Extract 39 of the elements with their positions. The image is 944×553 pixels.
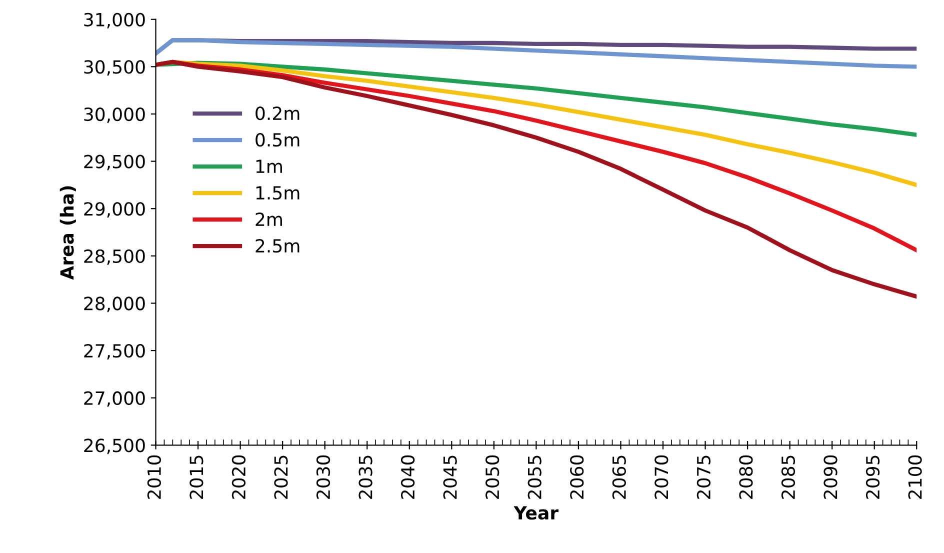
x-tick-label: 2015 — [190, 456, 204, 499]
x-tick-label: 2055 — [528, 456, 542, 499]
x-tick-label: 2025 — [274, 456, 288, 499]
y-tick-label: 28,500 — [84, 249, 145, 265]
x-tick-label: 2095 — [866, 456, 880, 499]
x-tick-label: 2065 — [612, 456, 626, 499]
y-tick-label: 27,500 — [84, 344, 145, 360]
y-tick-label: 28,000 — [84, 296, 145, 312]
x-tick-label: 2020 — [232, 455, 246, 499]
x-tick-label: 2045 — [443, 456, 457, 499]
x-axis-title: Year — [514, 506, 559, 520]
legend-label: 1.5m — [256, 186, 300, 200]
y-tick-label: 26,500 — [84, 438, 145, 454]
x-tick-label: 2070 — [654, 455, 668, 499]
y-axis-title: Area (ha) — [60, 186, 76, 280]
x-tick-label: 2035 — [358, 456, 372, 499]
legend-label: 2.5m — [256, 239, 300, 253]
legend-label: 1m — [256, 160, 282, 173]
y-tick-label: 30,500 — [84, 60, 145, 76]
line-series — [156, 38, 917, 69]
x-tick-label: 2090 — [824, 455, 838, 499]
y-tick-label: 29,000 — [84, 202, 145, 218]
x-tick-label: 2080 — [739, 455, 753, 499]
x-tick-label: 2075 — [696, 456, 711, 499]
legend-label: 2m — [256, 212, 282, 226]
y-tick-label: 30,000 — [84, 107, 145, 123]
x-tick-label: 2060 — [570, 455, 584, 499]
x-tick-label: 2050 — [486, 455, 500, 499]
y-tick-label: 27,000 — [84, 391, 145, 407]
x-tick-label: 2100 — [908, 455, 922, 499]
x-tick-label: 2010 — [147, 455, 161, 499]
y-tick-label: 29,500 — [84, 154, 145, 170]
x-tick-label: 2030 — [316, 455, 330, 499]
x-tick-label: 2085 — [781, 456, 796, 499]
y-tick-label: 31,000 — [84, 12, 145, 28]
x-tick-label: 2040 — [400, 455, 415, 499]
legend-label: 0.2m — [256, 106, 300, 120]
legend-label: 0.5m — [256, 132, 300, 147]
line-series — [156, 60, 917, 299]
